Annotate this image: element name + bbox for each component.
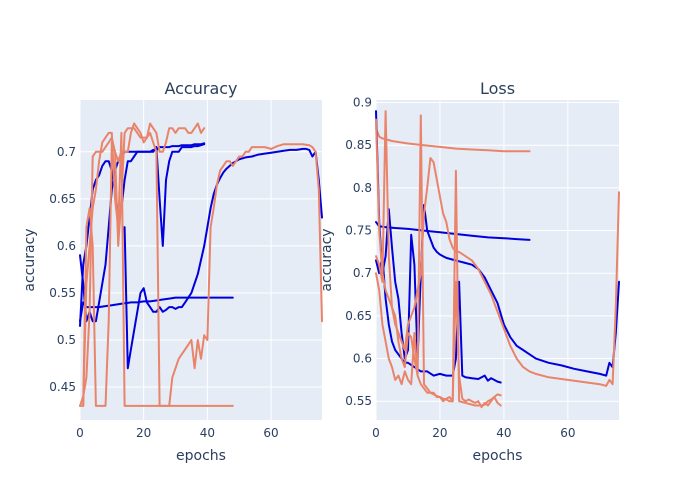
loss-series-line-7 [375,110,620,387]
loss-y-axis-title: accuracy [319,228,335,291]
accuracy-y-tick-label: 0.45 [49,380,76,394]
accuracy-subplot-title: Accuracy [164,79,237,98]
accuracy-series-line-7 [82,122,323,407]
loss-x-tick-label: 60 [560,426,575,440]
loss-y-tick-label: 0.9 [353,96,372,110]
loss-y-tick-label: 0.6 [353,352,372,366]
accuracy-series-line-2 [79,143,206,323]
loss-x-tick-label: 20 [432,426,447,440]
loss-series-line-1 [375,127,531,153]
loss-x-axis-title: epochs [473,448,523,464]
loss-y-tick-label: 0.65 [345,309,372,323]
loss-series-group [375,110,620,409]
accuracy-y-tick-label: 0.55 [49,286,76,300]
accuracy-y-tick-label: 0.6 [57,239,76,253]
loss-series-line-4 [375,255,502,384]
accuracy-x-ticks: 0 20 40 60 [76,426,279,440]
loss-series-line-2 [375,221,531,241]
accuracy-y-tick-label: 0.7 [57,145,76,159]
accuracy-x-axis-title: epochs [176,448,226,464]
loss-x-tick-label: 0 [372,426,380,440]
loss-y-tick-label: 0.55 [345,394,372,408]
accuracy-x-tick-label: 60 [263,426,278,440]
accuracy-x-tick-label: 0 [76,426,84,440]
accuracy-x-tick-label: 20 [136,426,151,440]
loss-series-line-3 [375,110,620,377]
loss-subplot: 0 20 40 60 0.55 0.6 0.65 0.7 0.75 0.8 0.85 0.9 Los… [319,79,620,464]
accuracy-x-tick-label: 40 [200,426,215,440]
loss-y-tick-label: 0.85 [345,138,372,152]
accuracy-y-ticks: 0.45 0.5 0.55 0.6 0.65 0.7 [49,145,76,394]
accuracy-y-tick-label: 0.5 [57,333,76,347]
accuracy-series-line-4 [123,147,323,370]
loss-y-tick-label: 0.75 [345,224,372,238]
accuracy-subplot: 0 20 40 60 0.45 0.5 0.55 0.6 0.65 0.7 Accuracy e… [22,79,323,464]
accuracy-series-line-3 [79,296,234,323]
accuracy-y-tick-label: 0.65 [49,192,76,206]
accuracy-y-axis-title: accuracy [22,228,38,291]
loss-y-tick-label: 0.7 [353,266,372,280]
loss-x-ticks: 0 20 40 60 [372,426,575,440]
loss-y-tick-label: 0.8 [353,181,372,195]
loss-subplot-title: Loss [480,79,515,98]
loss-x-tick-label: 40 [496,426,511,440]
accuracy-series-group [79,122,323,407]
loss-y-ticks: 0.55 0.6 0.65 0.7 0.75 0.8 0.85 0.9 [345,96,372,409]
